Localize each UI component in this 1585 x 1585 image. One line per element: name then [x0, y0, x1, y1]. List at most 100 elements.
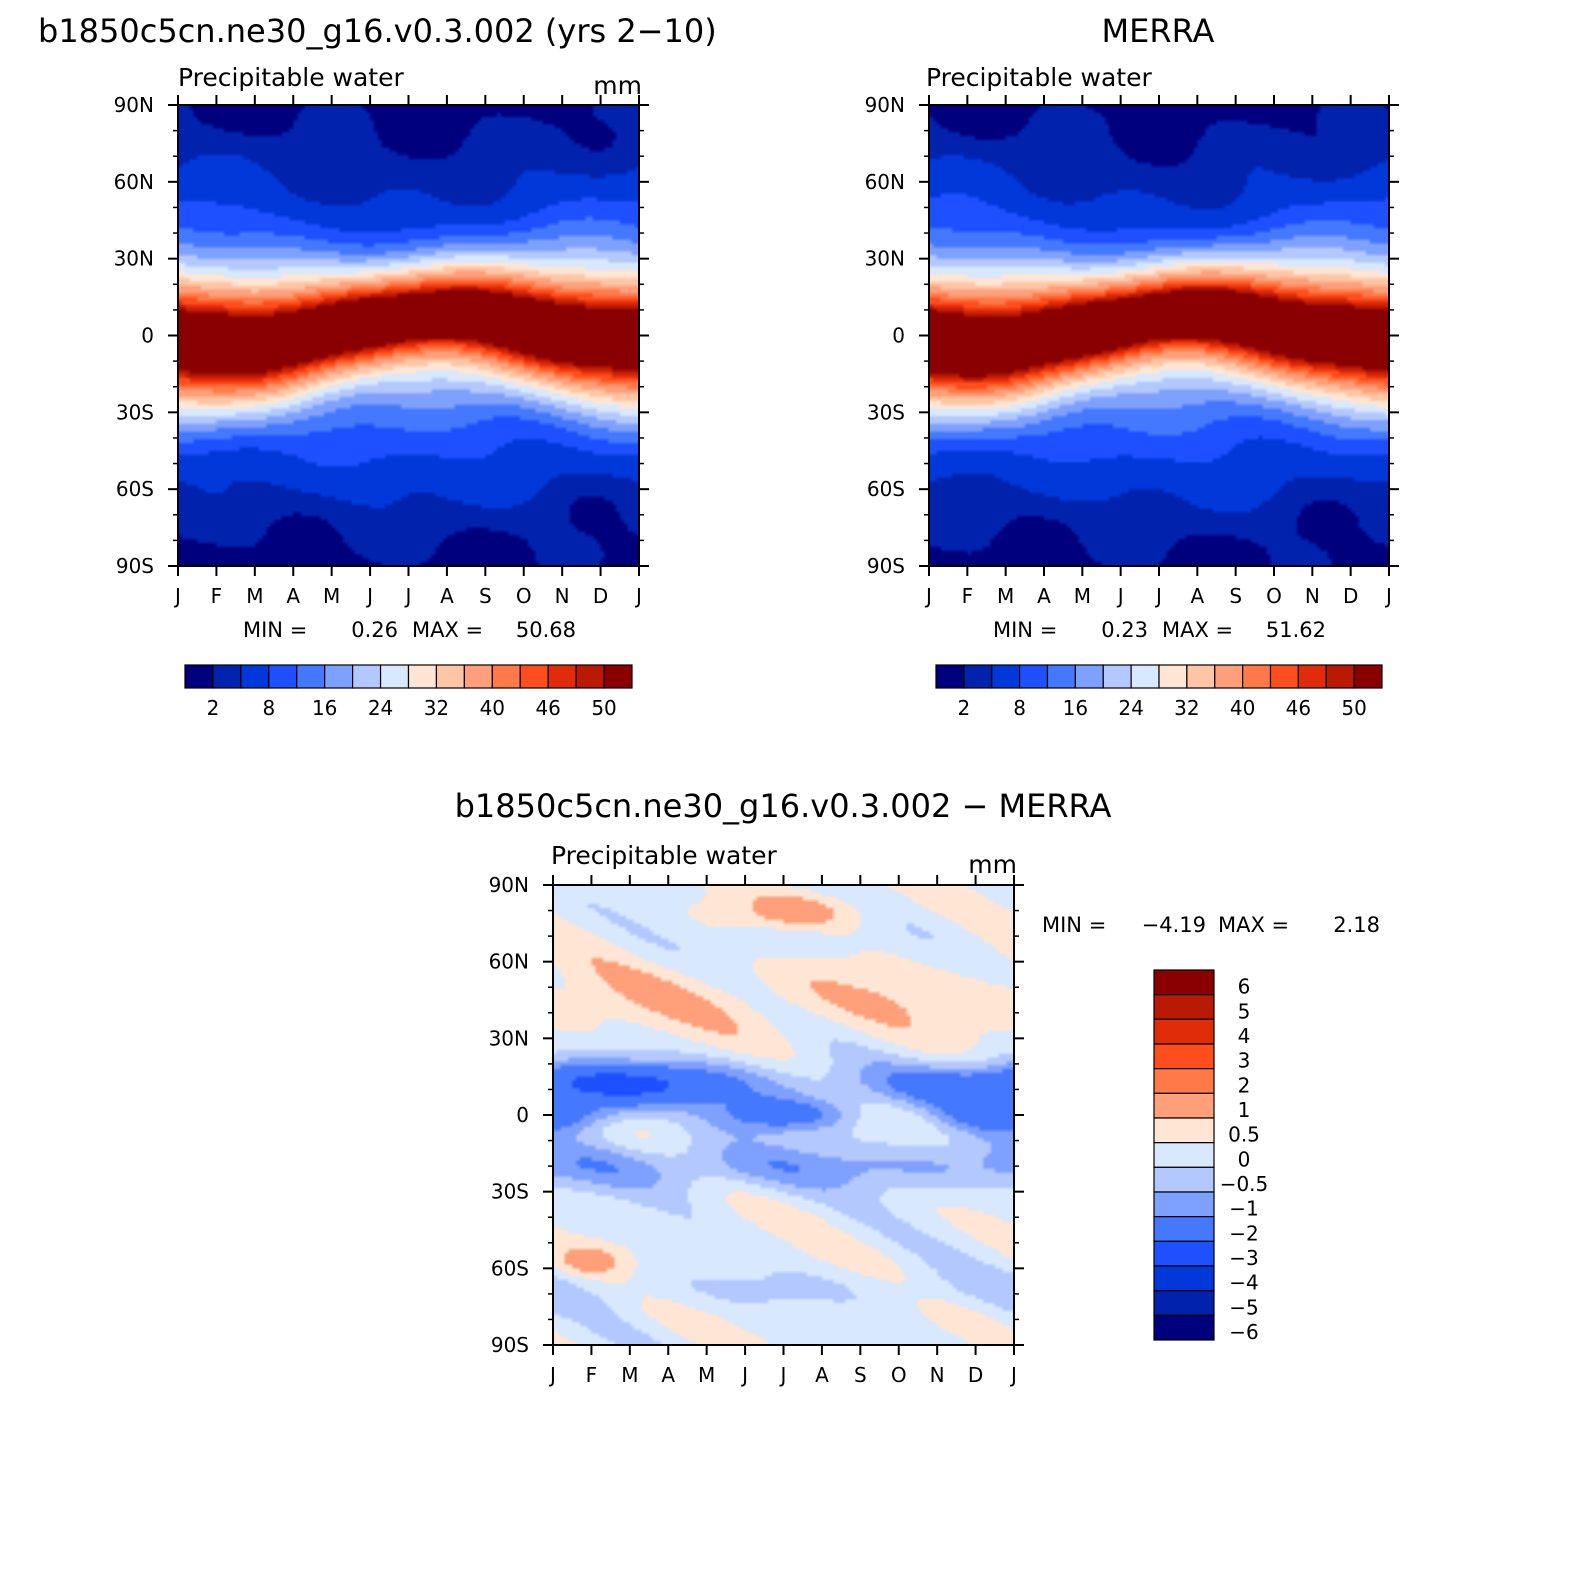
colorbar-swatch: [379, 664, 410, 689]
x-tick-label: O: [891, 1363, 907, 1387]
colorbar-swatch: [1153, 1216, 1215, 1242]
y-tick-label: 90S: [116, 554, 154, 578]
panel-model: b1850c5cn.ne30_g16.v0.3.002 (yrs 2−10) P…: [38, 12, 717, 720]
x-tick-label: S: [479, 584, 492, 608]
colorbar-swatch: [1269, 664, 1299, 689]
colorbar-swatch: [1153, 1191, 1215, 1218]
colorbar-swatch: [435, 664, 465, 689]
colorbar-swatch: [1153, 1117, 1215, 1144]
colorbar-label: 24: [1118, 696, 1143, 720]
colorbar-swatch: [407, 664, 438, 689]
colorbar-swatch: [1153, 1018, 1215, 1045]
colorbar-swatch: [1153, 1240, 1215, 1267]
colorbar-swatch: [1153, 1314, 1215, 1341]
colorbar-swatch: [1353, 664, 1383, 689]
colorbar-label: 0.5: [1228, 1123, 1260, 1147]
colorbar-label: −3: [1229, 1246, 1258, 1270]
colorbar-swatch: [268, 664, 298, 689]
colorbar-swatch: [296, 664, 326, 689]
x-tick-label: J: [404, 584, 412, 608]
x-tick-label: J: [1116, 584, 1124, 608]
colorbar-swatch: [463, 664, 493, 689]
x-tick-label: A: [440, 584, 454, 608]
y-tick-label: 90N: [865, 93, 905, 117]
panel-diff-max-label: MAX =: [1218, 913, 1289, 937]
colorbar-label: 3: [1238, 1049, 1251, 1073]
colorbar-swatch: [212, 664, 242, 689]
panel-model-max-label: MAX =: [412, 618, 483, 642]
x-tick-label: S: [1229, 584, 1242, 608]
x-tick-label: O: [516, 584, 532, 608]
colorbar-swatch: [1102, 664, 1132, 689]
field-raster: [553, 885, 1014, 1345]
colorbar-label: 50: [1341, 696, 1366, 720]
x-tick-label: J: [548, 1363, 556, 1387]
colorbar-swatch: [603, 664, 633, 689]
panel-diff-subtitle: Precipitable water: [551, 841, 777, 870]
colorbar-swatch: [352, 664, 382, 689]
colorbar-label: 5: [1238, 999, 1251, 1023]
colorbar-swatch: [1046, 664, 1076, 689]
colorbar-label: 4: [1238, 1024, 1251, 1048]
colorbar-label: 2: [1238, 1073, 1251, 1097]
colorbar-swatch: [491, 664, 521, 689]
x-tick-label: A: [1037, 584, 1051, 608]
colorbar-swatch: [991, 664, 1021, 689]
colorbar-swatch: [935, 664, 965, 689]
panel-merra-colorbar: 2 8 16 24 32 40 46 50: [935, 664, 1383, 720]
x-tick-label: N: [930, 1363, 945, 1387]
colorbar-label: 46: [535, 696, 560, 720]
colorbar-swatch: [1074, 664, 1104, 689]
colorbar-swatch: [1153, 1043, 1215, 1070]
colorbar-swatch: [1242, 664, 1272, 689]
colorbar-label: 0: [1238, 1147, 1251, 1171]
x-tick-label: J: [1154, 584, 1162, 608]
field-raster: [178, 105, 639, 566]
panel-model-max-value: 50.68: [516, 618, 576, 642]
colorbar-swatch: [1158, 664, 1188, 689]
y-tick-label: 60S: [867, 477, 905, 501]
colorbar-label: 16: [1063, 696, 1088, 720]
panel-merra-min-label: MIN =: [993, 618, 1057, 642]
colorbar-label: −0.5: [1220, 1172, 1269, 1196]
y-tick-label: 30N: [114, 247, 154, 271]
colorbar-swatch: [547, 664, 577, 689]
colorbar-swatch: [1153, 1166, 1215, 1193]
colorbar-swatch: [1153, 1092, 1215, 1119]
panel-diff-title: b1850c5cn.ne30_g16.v0.3.002 − MERRA: [455, 787, 1112, 825]
x-tick-label: O: [1266, 584, 1282, 608]
colorbar-swatch: [1153, 1290, 1215, 1316]
colorbar-swatch: [575, 664, 605, 689]
y-tick-label: 60N: [114, 170, 154, 194]
colorbar-swatch: [1153, 1142, 1215, 1168]
x-tick-label: S: [854, 1363, 867, 1387]
y-tick-label: 90N: [114, 93, 154, 117]
panel-merra-title: MERRA: [1102, 12, 1215, 50]
colorbar-label: 40: [1230, 696, 1255, 720]
y-tick-label: 30N: [865, 247, 905, 271]
panel-merra: MERRA Precipitable water J F M A M J J A S O N D J90…: [865, 12, 1399, 720]
colorbar-label: 2: [958, 696, 971, 720]
y-tick-label: 60N: [865, 170, 905, 194]
x-tick-label: M: [621, 1363, 638, 1387]
y-tick-label: 90S: [491, 1333, 529, 1357]
colorbar-label: 32: [1174, 696, 1199, 720]
colorbar-swatch: [184, 664, 214, 689]
y-tick-label: 30S: [867, 400, 905, 424]
y-tick-label: 30S: [116, 400, 154, 424]
colorbar-label: −1: [1229, 1197, 1258, 1221]
colorbar-swatch: [1153, 994, 1215, 1020]
colorbar-label: 16: [312, 696, 337, 720]
x-tick-label: D: [1343, 584, 1358, 608]
panel-diff-units: mm: [968, 850, 1017, 879]
panel-merra-min-value: 0.23: [1101, 618, 1148, 642]
colorbar-label: 6: [1238, 975, 1251, 999]
panel-diff-min-label: MIN =: [1042, 913, 1106, 937]
panel-merra-max-label: MAX =: [1162, 618, 1233, 642]
x-tick-label: J: [173, 584, 181, 608]
y-tick-label: 0: [141, 324, 154, 348]
